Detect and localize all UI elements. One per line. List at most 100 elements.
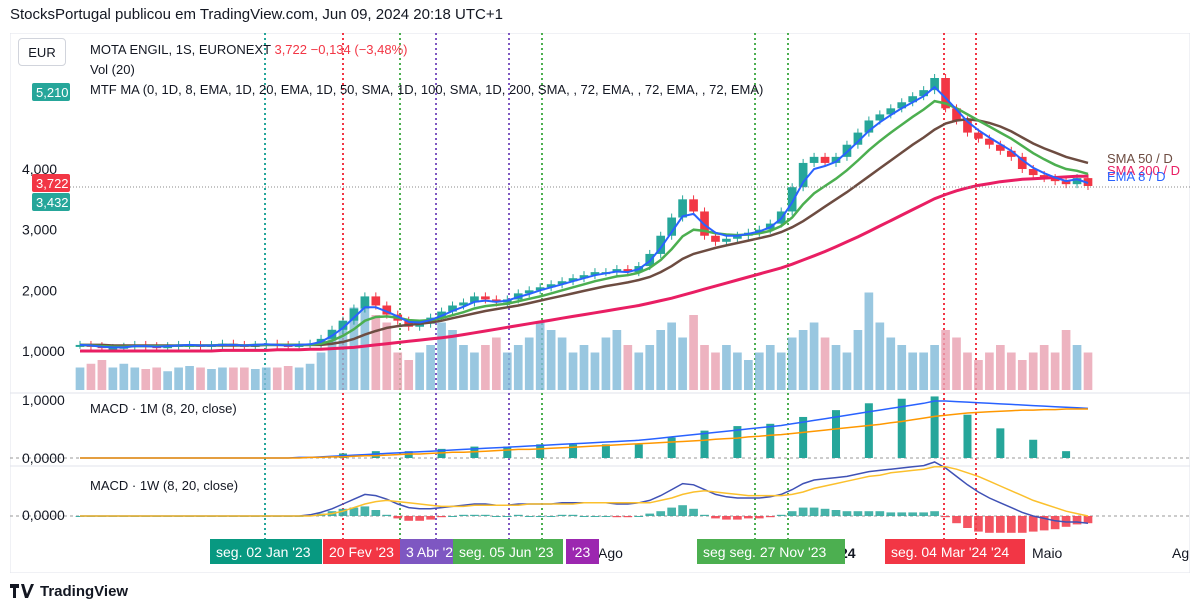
- candle-body: [524, 290, 534, 294]
- macd2-histogram-bar: [513, 514, 523, 516]
- price-label-bg: [32, 174, 70, 192]
- macd2-histogram-bar: [919, 512, 928, 516]
- macd2-histogram-bar: [634, 516, 644, 517]
- volume-bar: [952, 337, 961, 390]
- date-marker-bg: [453, 539, 563, 564]
- macd2-histogram-bar: [360, 506, 370, 516]
- macd2-histogram-bar: [776, 514, 786, 516]
- volume-bar: [404, 360, 414, 390]
- volume-bar: [513, 345, 523, 390]
- date-marker-bg: [210, 539, 322, 564]
- candle-body: [678, 199, 687, 218]
- macd1-histogram-bar: [1062, 451, 1071, 458]
- y-tick-label: 4,000: [22, 161, 57, 177]
- candle-body: [1072, 178, 1082, 185]
- candle-body: [338, 320, 348, 330]
- candle-body: [798, 162, 808, 188]
- volume-bar: [930, 345, 939, 390]
- volume-bar: [492, 337, 501, 390]
- candle-body: [546, 284, 556, 288]
- candle-body: [415, 323, 424, 327]
- macd2-histogram-bar: [492, 516, 501, 517]
- volume-bar: [283, 366, 293, 390]
- candle-body: [382, 305, 392, 315]
- candle-body: [470, 296, 479, 303]
- volume-bar: [612, 330, 622, 390]
- chart-panel[interactable]: 4,000 3,000 2,000 1,0000 5,210 3,722 3,432 SMA …: [9, 32, 1191, 574]
- volume-bar: [579, 345, 589, 390]
- volume-bar: [185, 366, 194, 390]
- macd1-histogram-bar: [569, 444, 578, 458]
- candle-body: [579, 275, 589, 279]
- volume-bar: [656, 330, 666, 390]
- macd2-histogram-bar: [1039, 516, 1049, 531]
- volume-bar: [1039, 345, 1049, 390]
- candle-body: [853, 132, 863, 145]
- macd1-histogram-bar: [930, 396, 939, 458]
- volume-bar: [426, 345, 435, 390]
- publish-header: StocksPortugal publicou em TradingView.c…: [10, 6, 503, 23]
- volume-bar: [316, 352, 326, 390]
- candle-body: [535, 287, 545, 291]
- macd2-histogram-bar: [415, 516, 424, 521]
- candle-body: [568, 278, 578, 282]
- volume-bar: [1050, 352, 1060, 390]
- candle-body: [656, 235, 666, 254]
- macd2-histogram-bar: [996, 516, 1005, 533]
- candle-body: [371, 296, 381, 306]
- candle-body: [481, 296, 490, 300]
- candle-body: [974, 132, 983, 139]
- currency-button[interactable]: EUR: [18, 38, 66, 66]
- volume-bar: [119, 363, 129, 390]
- macd2-histogram-bar: [393, 516, 403, 519]
- candle-body: [722, 238, 731, 242]
- macd2-histogram-bar: [382, 514, 392, 516]
- volume-bar: [481, 345, 490, 390]
- volume-bar: [996, 345, 1005, 390]
- macd2-histogram-bar: [842, 511, 852, 516]
- candle-body: [733, 235, 742, 239]
- macd2-histogram-bar: [853, 511, 863, 516]
- volume-bar: [229, 367, 238, 390]
- volume-bar: [744, 360, 753, 390]
- macd2-histogram-bar: [678, 505, 687, 516]
- volume-bar: [218, 367, 227, 390]
- price-label-text: 3,722: [36, 176, 69, 191]
- volume-bar: [393, 352, 403, 390]
- date-marker-text: '23: [572, 544, 590, 560]
- volume-legend: Vol (20): [90, 62, 135, 77]
- symbol-legend: MOTA ENGIL, 1S, EURONEXT 3,722 −0,134 (−…: [90, 42, 408, 57]
- mtf-ma-legend: MTF MA (0, 1D, 8, EMA, 1D, 20, EMA, 1D, …: [90, 82, 764, 97]
- macd1-histogram-bar: [897, 398, 906, 458]
- candle-body: [349, 308, 359, 321]
- volume-bar: [1072, 345, 1082, 390]
- candle-body: [864, 120, 874, 133]
- macd2-histogram-bar: [426, 516, 435, 520]
- macd2-histogram-bar: [1072, 516, 1082, 525]
- volume-bar: [108, 367, 118, 390]
- macd-tick-label: 1,0000: [22, 392, 65, 408]
- date-marker-text: seg. 02 Jan '23: [216, 544, 311, 560]
- volume-bar: [174, 367, 183, 390]
- macd2-histogram-bar: [568, 514, 578, 516]
- volume-bar: [886, 337, 896, 390]
- chart-svg[interactable]: 4,000 3,000 2,000 1,0000 5,210 3,722 3,432 SMA …: [9, 32, 1191, 574]
- date-marker-text: 3 Abr '23: [406, 544, 461, 560]
- candle-body: [1028, 169, 1038, 176]
- macd2-histogram-bar: [590, 516, 600, 517]
- macd2-histogram-bar: [689, 508, 698, 516]
- volume-bar: [1028, 352, 1038, 390]
- macd1-histogram-bar: [864, 403, 873, 458]
- volume-bar: [130, 367, 140, 390]
- price-change: −0,134 (−3,48%): [310, 42, 408, 57]
- footer-brand: TradingView: [10, 580, 128, 602]
- volume-bar: [163, 371, 172, 390]
- date-marker-text: 20 Fev '23: [329, 544, 394, 560]
- date-marker-bg: [566, 539, 599, 564]
- macd2-histogram-bar: [459, 514, 468, 516]
- ema20-line: [79, 99, 1089, 349]
- volume-bar: [568, 352, 578, 390]
- volume-bar: [470, 352, 479, 390]
- macd2-histogram-bar: [754, 516, 764, 519]
